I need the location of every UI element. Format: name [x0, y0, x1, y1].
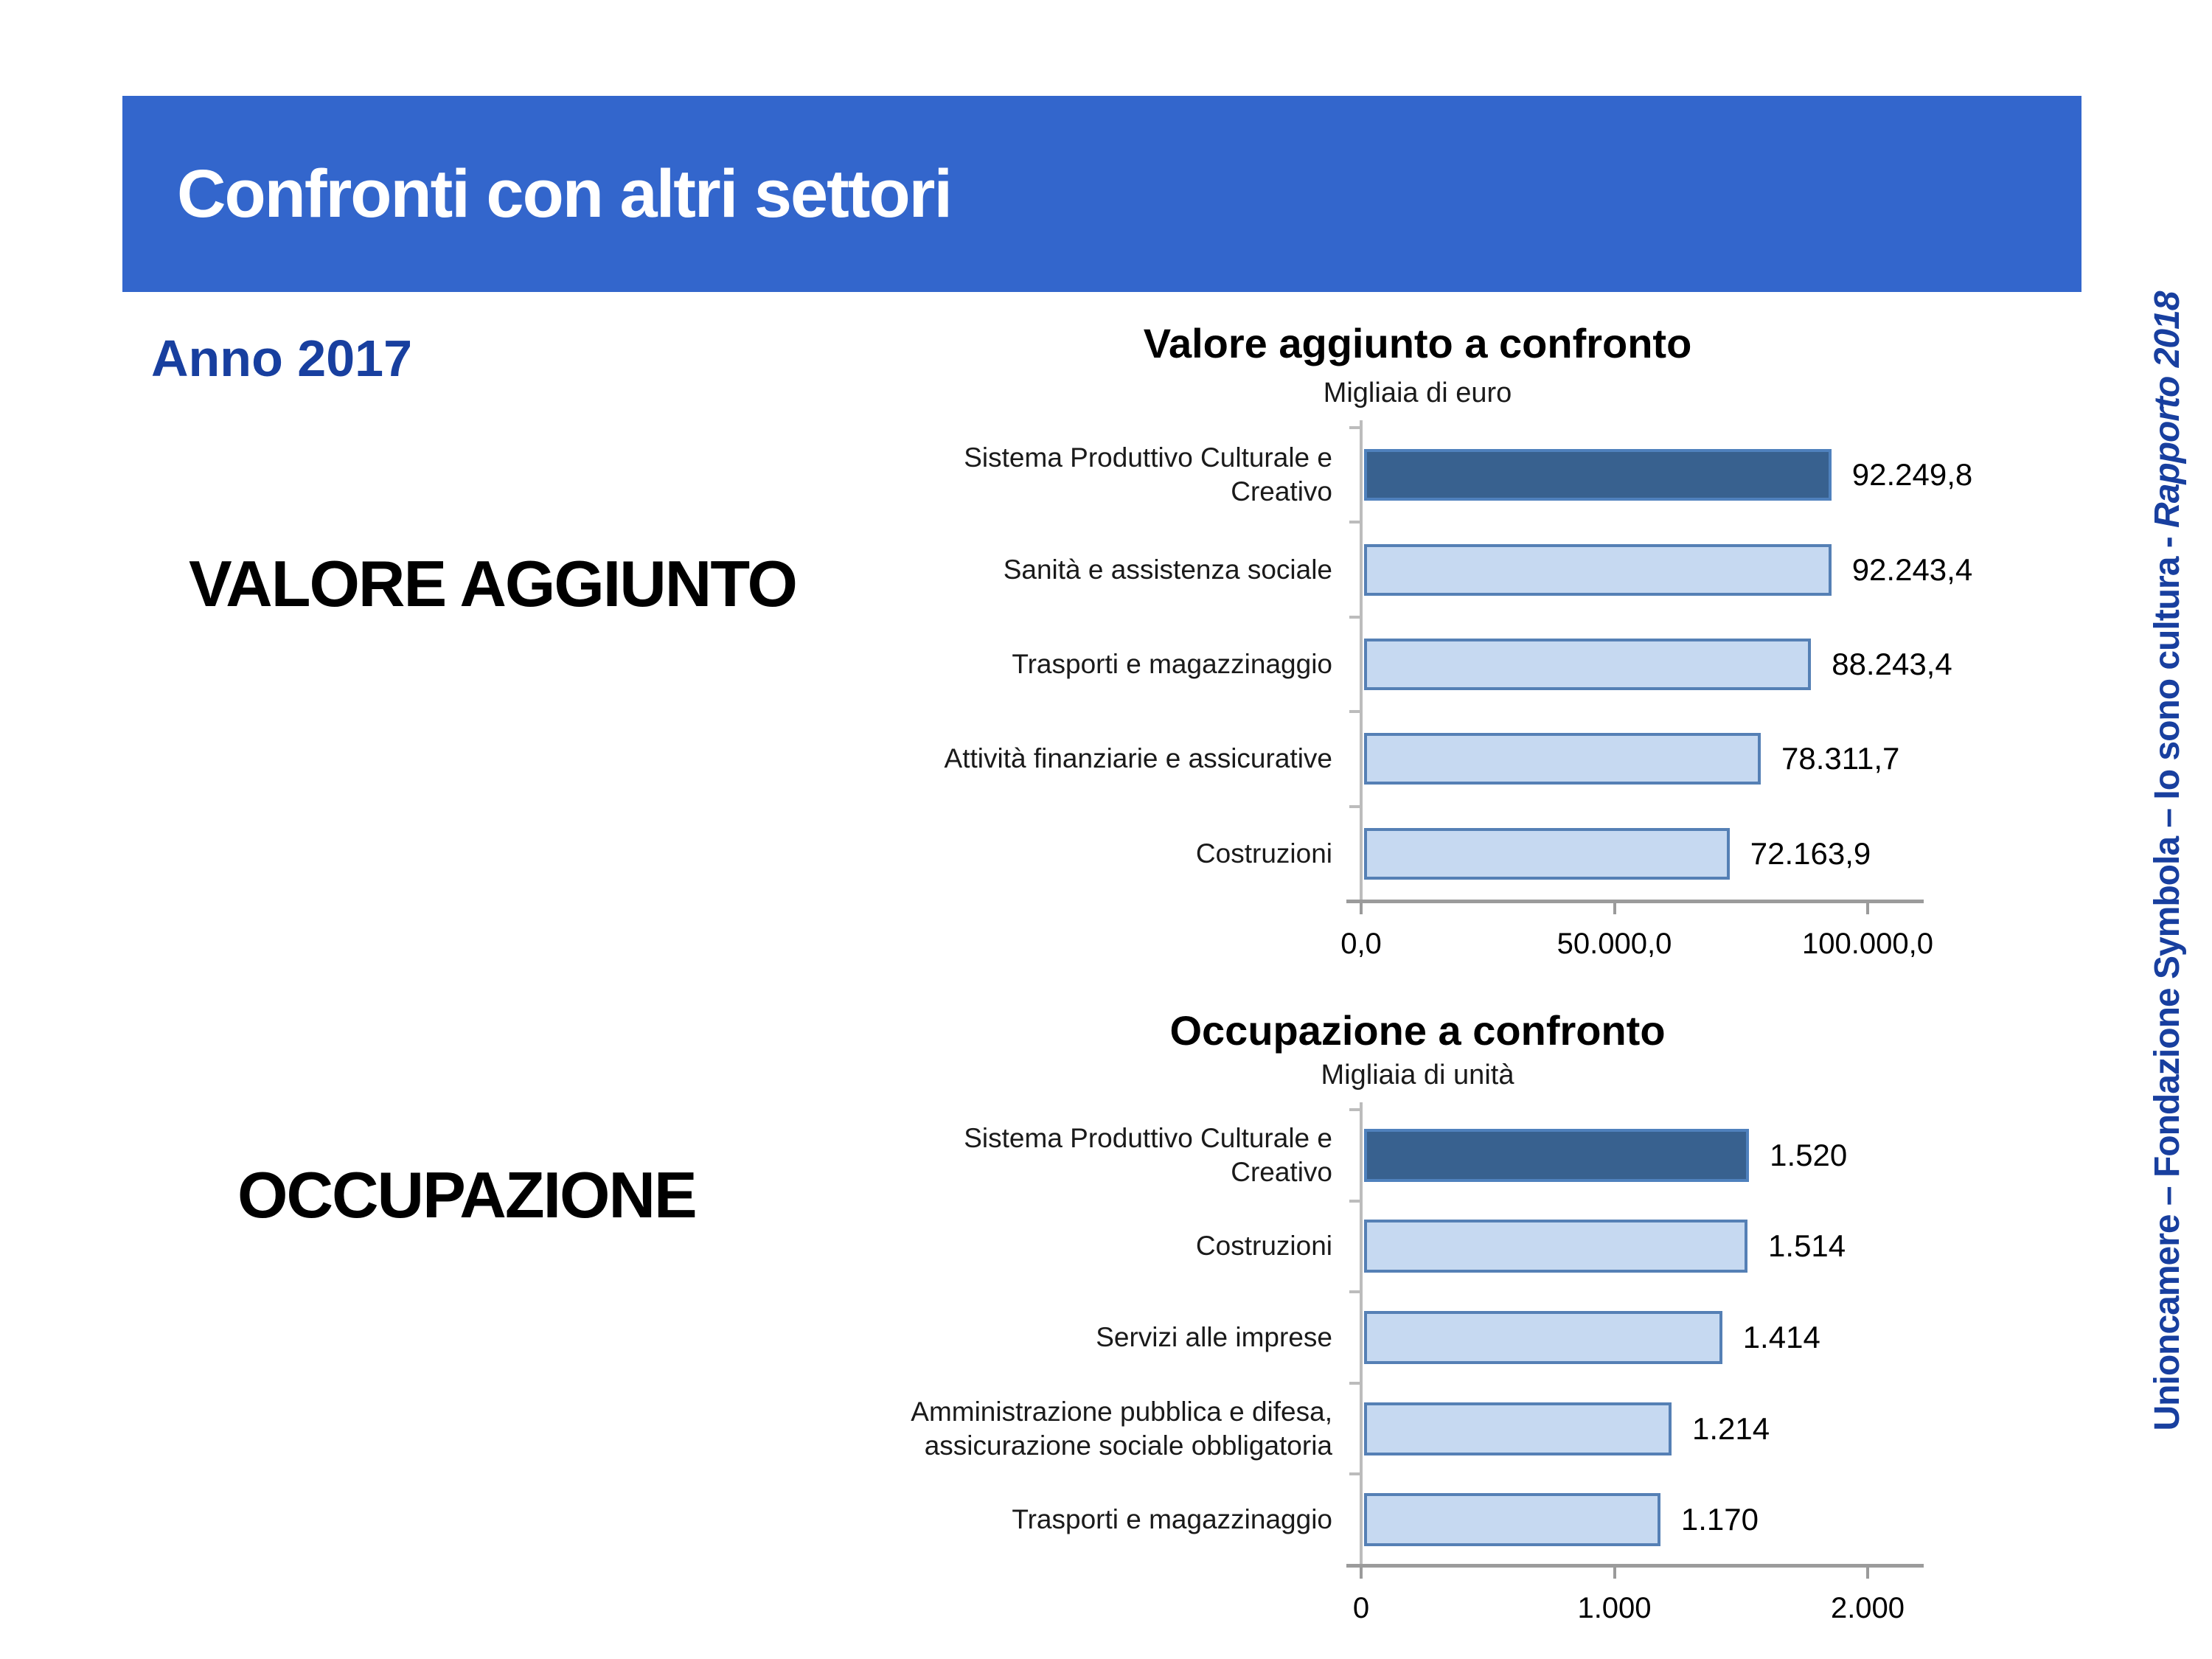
category-label: Amministrazione pubblica e difesa, assicu…	[911, 1383, 1332, 1475]
x-axis-tick	[1613, 902, 1616, 914]
chart-valore-aggiunto: Valore aggiunto a confronto Migliaia di …	[911, 319, 1973, 993]
category-label: Costruzioni	[911, 807, 1332, 901]
chart-unit-label: Migliaia di euro	[1323, 378, 1512, 408]
header-banner: Confronti con altri settori	[122, 96, 2081, 292]
x-axis-tick-label: 1.000	[1577, 1592, 1652, 1624]
bar	[1364, 543, 1832, 596]
y-axis-tick	[1349, 710, 1360, 714]
y-axis-tick	[1349, 1199, 1360, 1203]
category-label-line: assicurazione sociale obbligatoria	[924, 1430, 1332, 1461]
value-label: 1.170	[1680, 1502, 1759, 1537]
x-axis-tick-label: 100.000,0	[1802, 928, 1933, 960]
category-label-line: Servizi alle imprese	[1096, 1321, 1332, 1352]
value-label: 1.520	[1770, 1137, 1848, 1172]
value-label: 88.243,4	[1832, 647, 1952, 681]
y-axis-tick	[1349, 804, 1360, 808]
x-axis-tick	[1360, 1567, 1363, 1579]
bar	[1364, 1402, 1672, 1455]
bar	[1364, 1493, 1660, 1547]
bar	[1364, 1311, 1722, 1364]
y-axis-tick	[1349, 1108, 1360, 1111]
value-label: 92.243,4	[1851, 552, 1973, 587]
y-axis-line	[1360, 1102, 1363, 1565]
page-title: Confronti con altri settori	[177, 156, 953, 232]
year-label: Anno 2017	[151, 330, 412, 387]
y-axis-tick	[1349, 521, 1360, 524]
category-label-line: Creativo	[1231, 1156, 1332, 1187]
category-label: Sistema Produttivo Culturale e Creativo	[911, 428, 1332, 522]
category-label-line: Attività finanziarie e assicurative	[944, 743, 1332, 774]
category-label: Attività finanziarie e assicurative	[911, 712, 1332, 806]
category-label-line: Sanità e assistenza sociale	[1003, 554, 1332, 585]
x-axis-tick	[1866, 902, 1869, 914]
bar	[1364, 639, 1812, 690]
category-label-line: Sistema Produttivo Culturale e	[964, 1122, 1332, 1153]
category-label-line: Costruzioni	[1195, 1231, 1332, 1262]
y-axis-line	[1360, 420, 1363, 901]
y-axis-tick	[1349, 1290, 1360, 1294]
category-label-line: Amministrazione pubblica e difesa,	[911, 1396, 1332, 1427]
x-axis-tick	[1866, 1567, 1869, 1579]
category-label: Costruzioni	[911, 1201, 1332, 1293]
value-label: 72.163,9	[1750, 835, 1871, 871]
category-label: Sistema Produttivo Culturale e Creativo	[911, 1110, 1332, 1201]
x-axis-tick-label: 0,0	[1340, 928, 1382, 960]
category-label: Servizi alle imprese	[911, 1292, 1332, 1383]
category-label-line: Sistema Produttivo Culturale e	[964, 442, 1332, 473]
section-label-occupazione: OCCUPAZIONE	[237, 1158, 698, 1231]
chart-plot-area: Sistema Produttivo Culturale e Creativo 1.…	[911, 1102, 1924, 1623]
bar	[1364, 733, 1761, 785]
side-note-credit: Unioncamere – Fondazione Symbola – Io so…	[2146, 286, 2190, 1436]
x-axis-line	[1346, 1564, 1924, 1568]
chart-unit-label: Migliaia di unità	[1321, 1060, 1514, 1091]
chart-title: Occupazione a confronto	[1169, 1007, 1666, 1054]
value-label: 1.414	[1742, 1320, 1820, 1354]
x-axis-tick-label: 0	[1352, 1592, 1370, 1624]
category-label: Trasporti e magazzinaggio	[911, 1474, 1332, 1565]
y-axis-tick	[1349, 615, 1360, 619]
y-axis-tick	[1349, 1472, 1360, 1476]
chart-title: Valore aggiunto a confronto	[1143, 320, 1692, 366]
value-label: 1.514	[1768, 1228, 1846, 1264]
category-label: Sanità e assistenza sociale	[911, 522, 1332, 616]
category-label-line: Costruzioni	[1195, 838, 1332, 869]
value-label: 92.249,8	[1851, 457, 1973, 493]
y-axis-tick	[1349, 1381, 1360, 1385]
value-label: 78.311,7	[1781, 741, 1900, 776]
chart-plot-area: Sistema Produttivo Culturale e Creativo 92…	[911, 420, 1972, 959]
x-axis-tick	[1613, 1567, 1616, 1579]
category-label-line: Trasporti e magazzinaggio	[1012, 648, 1332, 679]
section-label-valore-aggiunto: VALORE AGGIUNTO	[189, 547, 798, 620]
value-label: 1.214	[1692, 1411, 1770, 1446]
bar-highlighted	[1364, 1128, 1750, 1182]
category-label-line: Creativo	[1231, 476, 1332, 507]
side-note-text: Unioncamere – Fondazione Symbola – Io so…	[2148, 527, 2187, 1431]
x-axis-tick	[1360, 902, 1363, 914]
y-axis-tick	[1349, 426, 1360, 429]
category-label: Trasporti e magazzinaggio	[911, 617, 1332, 712]
x-axis-tick-label: 2.000	[1830, 1592, 1905, 1624]
category-label-line: Trasporti e magazzinaggio	[1012, 1504, 1332, 1535]
bar	[1364, 1220, 1748, 1273]
x-axis-line	[1346, 900, 1924, 903]
bar-highlighted	[1364, 449, 1832, 501]
side-note-italic-text: Rapporto 2018	[2148, 291, 2187, 528]
chart-occupazione: Occupazione a confronto Migliaia di unit…	[911, 1006, 1924, 1644]
bar	[1364, 827, 1730, 880]
x-axis-tick-label: 50.000,0	[1557, 928, 1672, 960]
